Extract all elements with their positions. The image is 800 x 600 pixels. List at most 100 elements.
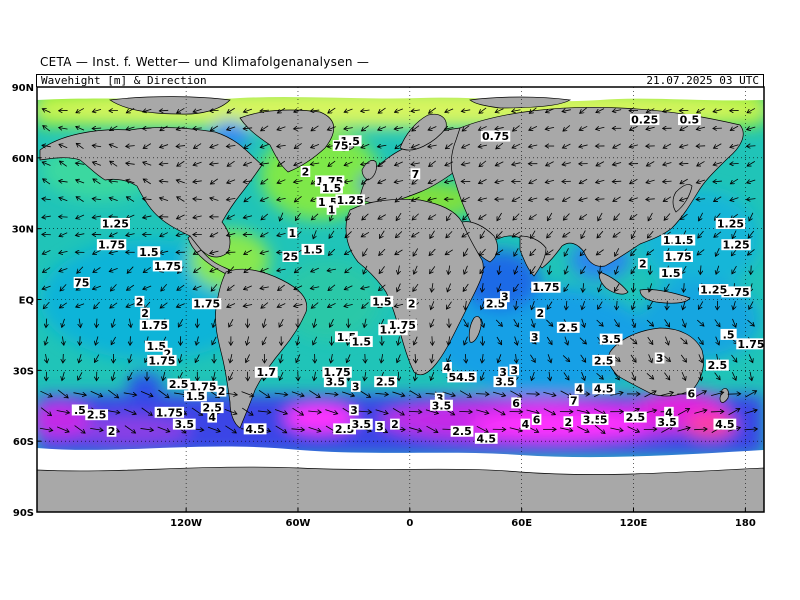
wave-arrow — [176, 127, 185, 130]
wave-arrow — [476, 409, 489, 413]
wave-arrow — [698, 301, 704, 309]
wave-arrow — [715, 248, 720, 256]
contour-label: 3 — [349, 404, 359, 417]
wave-arrow — [566, 300, 567, 310]
wave-arrow — [462, 231, 470, 237]
contour-label-text: 2 — [302, 166, 310, 179]
contour-label-text: 2.5 — [202, 402, 222, 415]
wave-arrow — [716, 265, 719, 275]
wave-arrow — [224, 393, 237, 395]
contour-label-text: 54.5 — [448, 371, 475, 384]
contour-label-text: 2 — [108, 425, 116, 438]
wave-arrow — [46, 318, 47, 328]
wave-arrow — [230, 354, 232, 363]
contour-label: 2.5 — [374, 376, 397, 389]
contour-label-text: 1.75 — [737, 338, 764, 351]
contour-label-text: 2 — [536, 307, 544, 320]
wave-arrow — [92, 199, 102, 200]
contour-label-text: .5 — [74, 404, 86, 417]
south-america — [215, 268, 308, 429]
wave-arrow — [694, 410, 707, 414]
contour-label: 1.5 — [370, 295, 394, 308]
wave-arrow — [308, 411, 321, 412]
wave-arrow — [412, 231, 420, 237]
wave-arrow — [646, 373, 654, 379]
wave-arrow — [59, 181, 68, 182]
wave-arrow — [429, 107, 437, 113]
wave-arrow — [159, 198, 169, 201]
contour-label: 3.5 — [655, 416, 679, 429]
contour-label-text: 3 — [656, 352, 664, 365]
contour-label-text: 3.5 — [495, 376, 515, 389]
wave-arrow — [78, 372, 83, 380]
wave-arrow — [513, 213, 520, 220]
wave-arrow — [612, 163, 622, 165]
wave-arrow — [408, 411, 422, 412]
wave-arrow — [646, 199, 655, 200]
wave-arrow — [227, 107, 235, 113]
wave-arrow — [227, 233, 236, 235]
wave-arrow — [110, 302, 118, 308]
wave-arrow — [464, 265, 468, 274]
wave-arrow — [328, 284, 336, 291]
wave-arrow — [227, 214, 236, 219]
wave-arrow — [126, 303, 135, 307]
wave-arrow — [142, 128, 152, 129]
wave-arrow — [297, 336, 299, 345]
wave-arrow — [177, 284, 185, 290]
wave-arrow — [160, 302, 168, 308]
wave-arrow — [582, 318, 585, 328]
wave-arrow — [395, 143, 403, 148]
contour-label: 4 — [574, 383, 585, 396]
wave-arrow — [680, 125, 688, 130]
wave-arrow — [194, 267, 202, 272]
contour-label: 7 — [410, 168, 421, 181]
wave-arrow — [531, 301, 534, 309]
contour-label: .5 — [720, 328, 737, 341]
contour-label-text: 3 — [531, 331, 539, 344]
wave-arrow — [344, 128, 353, 129]
wave-arrow — [244, 285, 252, 290]
wave-arrow — [546, 249, 554, 255]
contour-label: 3.5 — [581, 413, 604, 426]
contour-label-text: 75 — [333, 140, 348, 153]
wave-arrow — [193, 249, 202, 254]
wave-arrow — [314, 371, 316, 381]
wave-arrow — [160, 145, 169, 148]
wave-arrow — [663, 162, 672, 165]
wave-arrow — [615, 248, 620, 256]
wave-arrow — [126, 108, 135, 113]
contour-label-text: .5 — [723, 328, 735, 341]
wave-arrow — [546, 161, 554, 166]
wave-arrow — [361, 125, 369, 131]
wave-arrow — [482, 354, 483, 363]
wave-arrow — [40, 390, 52, 396]
wave-arrow — [684, 283, 685, 292]
contour-label-text: 4.5 — [245, 423, 265, 436]
contour-label-text: 3 — [501, 291, 509, 304]
wave-arrow — [530, 354, 535, 363]
wave-arrow — [731, 371, 736, 380]
wave-arrow — [260, 110, 269, 111]
wave-direction-arrows — [39, 107, 758, 434]
contour-label: 75 — [73, 276, 90, 289]
wave-arrow — [62, 318, 65, 328]
wave-arrow — [633, 283, 634, 292]
contour-label: 3 — [350, 380, 361, 393]
lon-tick-label: 60W — [285, 518, 310, 529]
wave-arrow — [665, 283, 670, 292]
wave-arrow — [229, 318, 234, 327]
wave-arrow — [43, 126, 51, 132]
contour-label-text: 1.75 — [141, 319, 168, 332]
wave-arrow — [579, 178, 588, 183]
contour-label-text: 25 — [283, 251, 298, 264]
wave-arrow — [141, 407, 153, 416]
wave-arrow — [195, 354, 200, 363]
wave-arrow — [627, 426, 640, 432]
wave-arrow — [431, 354, 432, 363]
wave-arrow — [530, 266, 536, 273]
wave-arrow — [227, 160, 235, 166]
wave-arrow — [598, 212, 603, 221]
contour-label-text: 2.5 — [594, 354, 614, 367]
contour-label: 3 — [375, 421, 385, 434]
